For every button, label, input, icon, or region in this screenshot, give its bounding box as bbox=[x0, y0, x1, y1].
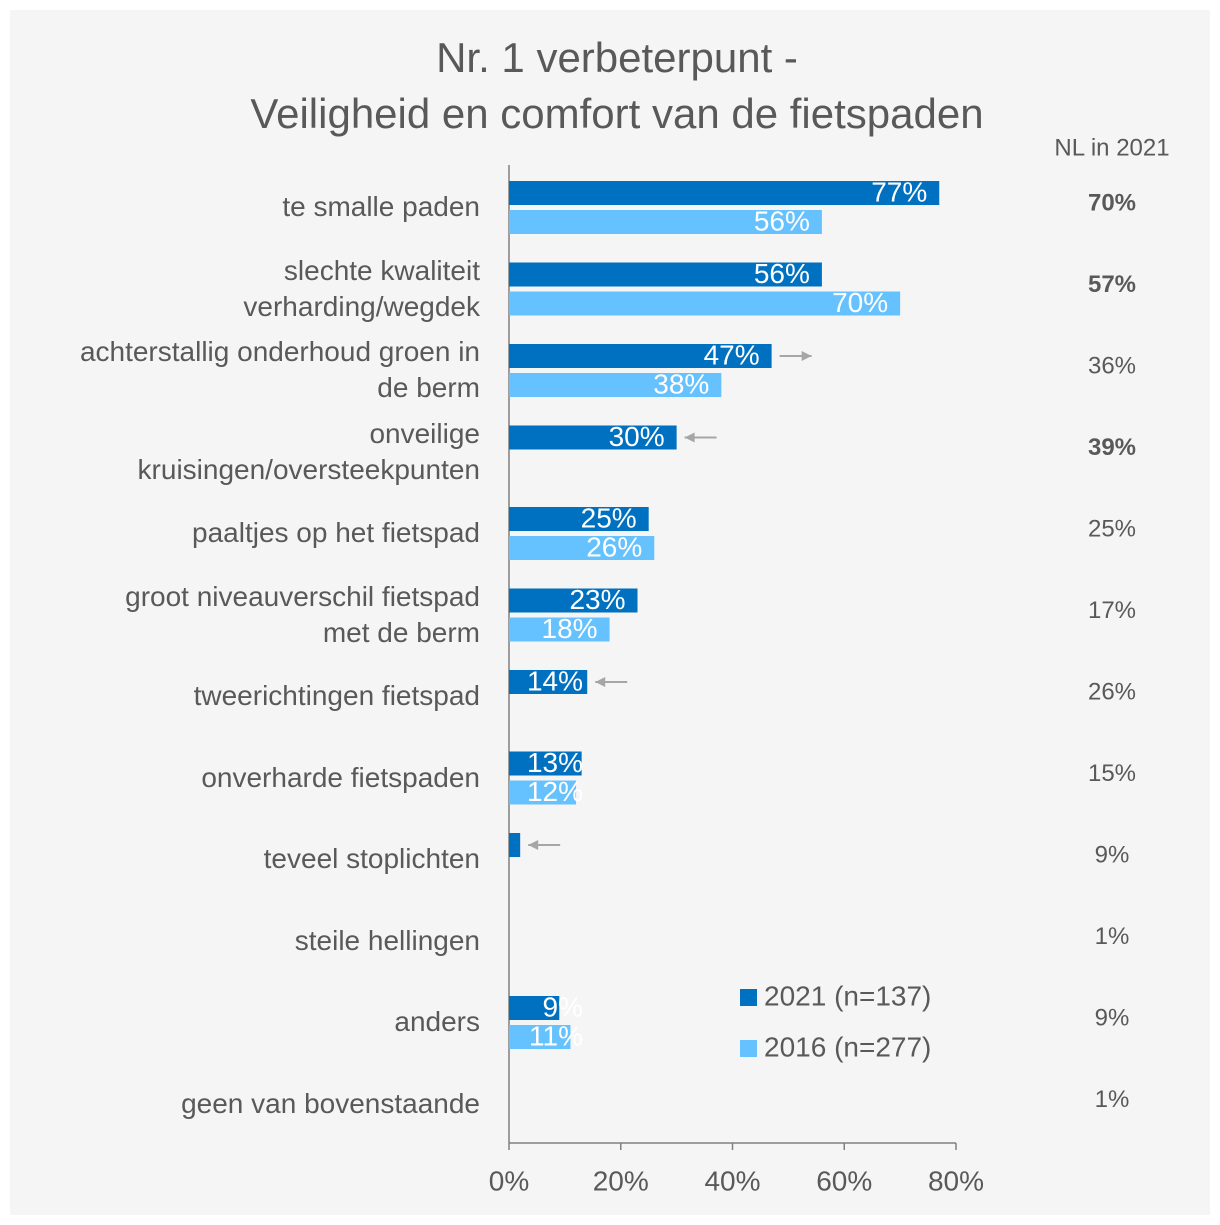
value-label: 9% bbox=[543, 991, 583, 1022]
nl-value: 70% bbox=[1088, 189, 1136, 216]
bar bbox=[509, 425, 677, 450]
value-label: 77% bbox=[871, 176, 927, 207]
x-tick-label: 80% bbox=[928, 1165, 984, 1196]
value-label: 14% bbox=[527, 665, 583, 696]
nl-header: NL in 2021 bbox=[1054, 134, 1169, 161]
value-label: 26% bbox=[586, 531, 642, 562]
nl-value: 1% bbox=[1095, 1086, 1130, 1113]
chart-title: Nr. 1 verbeterpunt - Veiligheid en comfo… bbox=[250, 34, 984, 137]
category-label: groot niveauverschil fietspad met de ber… bbox=[125, 580, 480, 648]
bar bbox=[509, 291, 901, 316]
bar bbox=[509, 1025, 571, 1049]
category-label: tweerichtingen fietspad bbox=[193, 680, 480, 711]
bar bbox=[509, 181, 940, 205]
value-label: 12% bbox=[527, 776, 583, 807]
value-label: 18% bbox=[542, 613, 598, 644]
value-label: 25% bbox=[581, 502, 637, 533]
nl-value: 9% bbox=[1095, 841, 1130, 868]
bar bbox=[509, 751, 582, 776]
bar bbox=[509, 670, 588, 694]
x-tick-label: 0% bbox=[489, 1165, 529, 1196]
category-label: onverharde fietspaden bbox=[201, 761, 480, 793]
nl-value: 39% bbox=[1088, 434, 1136, 461]
bar bbox=[509, 262, 822, 287]
bar bbox=[509, 210, 822, 234]
value-label: 11% bbox=[529, 1020, 583, 1051]
bar bbox=[509, 833, 521, 857]
category-label: geen van bovenstaande bbox=[181, 1087, 480, 1119]
bar bbox=[509, 373, 722, 397]
arrow-head bbox=[528, 840, 539, 850]
bar bbox=[509, 588, 638, 613]
value-label: 13% bbox=[527, 747, 583, 778]
category-label: paaltjes op het fietspad bbox=[192, 517, 480, 548]
bar bbox=[509, 507, 649, 531]
value-label: 23% bbox=[569, 584, 625, 615]
value-label: 30% bbox=[609, 421, 665, 452]
category-label: achterstallig onderhoud groen in de berm bbox=[79, 336, 480, 403]
category-label: teveel stoplichten bbox=[263, 843, 480, 874]
bar bbox=[509, 344, 772, 368]
category-label: te smalle paden bbox=[282, 191, 480, 222]
value-label: 47% bbox=[704, 339, 760, 370]
x-tick-label: 20% bbox=[593, 1165, 649, 1196]
x-tick-label: 60% bbox=[816, 1165, 872, 1196]
legend-label: 2021 (n=137) bbox=[764, 980, 931, 1011]
legend-swatch bbox=[740, 1040, 757, 1057]
nl-value: 9% bbox=[1095, 1004, 1130, 1031]
nl-value: 15% bbox=[1088, 760, 1136, 787]
value-label: 70% bbox=[832, 287, 888, 318]
nl-value: 25% bbox=[1088, 515, 1136, 542]
category-label: slechte kwaliteit verharding/wegdek bbox=[243, 254, 480, 322]
bar bbox=[509, 780, 577, 805]
arrow-head bbox=[684, 432, 695, 443]
x-tick-label: 40% bbox=[704, 1165, 760, 1196]
nl-value: 57% bbox=[1088, 271, 1136, 298]
bar bbox=[509, 536, 655, 560]
category-label: onveilige kruisingen/oversteekpunten bbox=[137, 417, 480, 485]
value-label: 56% bbox=[754, 258, 810, 289]
nl-value: 36% bbox=[1088, 352, 1136, 379]
arrow-head bbox=[595, 677, 606, 687]
category-label: steile hellingen bbox=[294, 924, 480, 956]
nl-value: 17% bbox=[1088, 597, 1136, 624]
nl-value: 26% bbox=[1088, 678, 1136, 705]
bar bbox=[509, 617, 610, 642]
nl-value: 1% bbox=[1095, 923, 1130, 950]
value-label: 56% bbox=[754, 205, 810, 236]
bar bbox=[509, 996, 560, 1020]
legend-label: 2016 (n=277) bbox=[764, 1031, 931, 1062]
legend-swatch bbox=[740, 989, 757, 1006]
value-label: 38% bbox=[653, 368, 709, 399]
category-label: anders bbox=[394, 1006, 480, 1037]
arrow-head bbox=[801, 351, 812, 361]
